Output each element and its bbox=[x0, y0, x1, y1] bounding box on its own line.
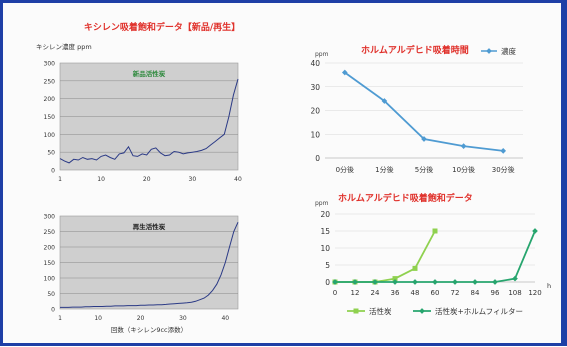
y-tick-label: 0 bbox=[315, 154, 320, 163]
x-tick-label: 20 bbox=[143, 176, 151, 183]
x-tick-label: 30 bbox=[179, 315, 187, 322]
y-tick-label: 30 bbox=[310, 83, 320, 92]
y-tick-label: 0 bbox=[51, 168, 55, 175]
x-tick-label: 5分後 bbox=[415, 165, 433, 174]
y-tick-label: 50 bbox=[47, 150, 55, 157]
y-tick-label: 0 bbox=[325, 278, 330, 287]
x-tick-label: 108 bbox=[508, 289, 521, 297]
data-point bbox=[332, 279, 338, 285]
x-tick-label: 30 bbox=[189, 176, 197, 183]
x-tick-label: 120 bbox=[528, 289, 541, 297]
panel-subtitle: 再生活性炭 bbox=[133, 222, 166, 231]
data-point bbox=[500, 148, 507, 154]
x-tick-label: 24 bbox=[371, 289, 380, 297]
y-tick-label: 100 bbox=[44, 132, 56, 139]
x-tick-label: 96 bbox=[491, 289, 500, 297]
x-tick-label: 20 bbox=[137, 315, 145, 322]
x-tick-label: 10分後 bbox=[452, 165, 475, 174]
data-point bbox=[412, 279, 418, 285]
y-tick-label: 20 bbox=[310, 107, 320, 116]
chart-title-xylene: キシレン吸着飽和データ【新品/再生】 bbox=[84, 21, 240, 33]
data-point bbox=[472, 279, 478, 285]
legend-marker bbox=[353, 308, 359, 314]
data-point bbox=[412, 265, 418, 271]
y-axis-label: キシレン濃度 ppm bbox=[36, 42, 92, 51]
data-point bbox=[432, 228, 438, 234]
series-line bbox=[335, 230, 436, 283]
x-tick-label: 0分後 bbox=[336, 165, 354, 174]
x-tick-label: 0 bbox=[333, 289, 337, 297]
y-tick-label: 10 bbox=[320, 244, 330, 253]
data-point bbox=[341, 69, 348, 76]
legend-label: 活性炭 bbox=[369, 306, 392, 316]
y-tick-label: 100 bbox=[44, 276, 56, 283]
data-point bbox=[392, 279, 398, 285]
y-tick-label: 5 bbox=[325, 261, 330, 270]
x-axis-unit: h bbox=[547, 282, 551, 290]
y-axis-unit: ppm bbox=[315, 200, 329, 207]
y-tick-label: 0 bbox=[51, 307, 55, 314]
x-tick-label: 40 bbox=[234, 176, 242, 183]
y-tick-label: 150 bbox=[44, 114, 56, 121]
x-tick-label: 84 bbox=[471, 289, 480, 297]
data-point bbox=[532, 228, 538, 234]
x-tick-label: 1 bbox=[58, 176, 62, 183]
chart-title-formaldehyde-time: ホルムアルデヒド吸着時間 bbox=[361, 44, 469, 56]
y-tick-label: 300 bbox=[44, 214, 56, 221]
series-line bbox=[60, 221, 239, 308]
y-tick-label: 15 bbox=[320, 227, 330, 236]
data-point bbox=[352, 279, 358, 285]
legend-label: 濃度 bbox=[501, 46, 516, 56]
x-tick-label: 72 bbox=[451, 289, 460, 297]
data-point bbox=[421, 136, 427, 142]
y-tick-label: 20 bbox=[320, 210, 330, 219]
legend-marker bbox=[419, 308, 425, 314]
data-point bbox=[492, 279, 498, 285]
series-line bbox=[335, 230, 536, 283]
series-line bbox=[59, 78, 239, 164]
y-tick-label: 250 bbox=[44, 78, 56, 85]
y-tick-label: 200 bbox=[44, 245, 56, 252]
y-tick-label: 250 bbox=[44, 229, 56, 236]
x-tick-label: 48 bbox=[411, 289, 420, 297]
data-point bbox=[432, 279, 438, 285]
y-tick-label: 200 bbox=[44, 96, 56, 103]
chart-canvas: キシレン吸着飽和データ【新品/再生】キシレン濃度 ppm050100150200… bbox=[36, 21, 551, 334]
y-tick-label: 10 bbox=[310, 130, 320, 139]
y-axis-unit: ppm bbox=[315, 51, 329, 58]
chart-title-formaldehyde-saturation: ホルムアルデヒド吸着飽和データ bbox=[338, 192, 473, 204]
y-tick-label: 50 bbox=[47, 291, 55, 298]
x-tick-label: 30分後 bbox=[492, 165, 515, 174]
legend-marker bbox=[486, 48, 492, 54]
legend-label: 活性炭+ホルムフィルター bbox=[435, 306, 523, 316]
data-point bbox=[392, 276, 398, 282]
y-tick-label: 300 bbox=[44, 61, 56, 68]
x-tick-label: 36 bbox=[391, 289, 400, 297]
x-tick-label: 10 bbox=[94, 315, 102, 322]
x-tick-label: 60 bbox=[431, 289, 440, 297]
panel-subtitle: 新品活性炭 bbox=[133, 69, 166, 78]
x-tick-label: 12 bbox=[351, 289, 360, 297]
y-tick-label: 40 bbox=[310, 59, 320, 68]
data-point bbox=[452, 279, 458, 285]
data-point bbox=[512, 275, 518, 282]
x-tick-label: 40 bbox=[221, 315, 229, 322]
x-tick-label: 1分後 bbox=[375, 165, 393, 174]
data-point bbox=[372, 279, 378, 285]
x-tick-label: 1 bbox=[58, 315, 62, 322]
x-axis-label: 回数（キシレン9cc添数） bbox=[111, 325, 187, 334]
x-tick-label: 10 bbox=[97, 176, 105, 183]
data-point bbox=[460, 143, 467, 149]
data-point bbox=[381, 98, 388, 104]
y-tick-label: 150 bbox=[44, 260, 56, 267]
